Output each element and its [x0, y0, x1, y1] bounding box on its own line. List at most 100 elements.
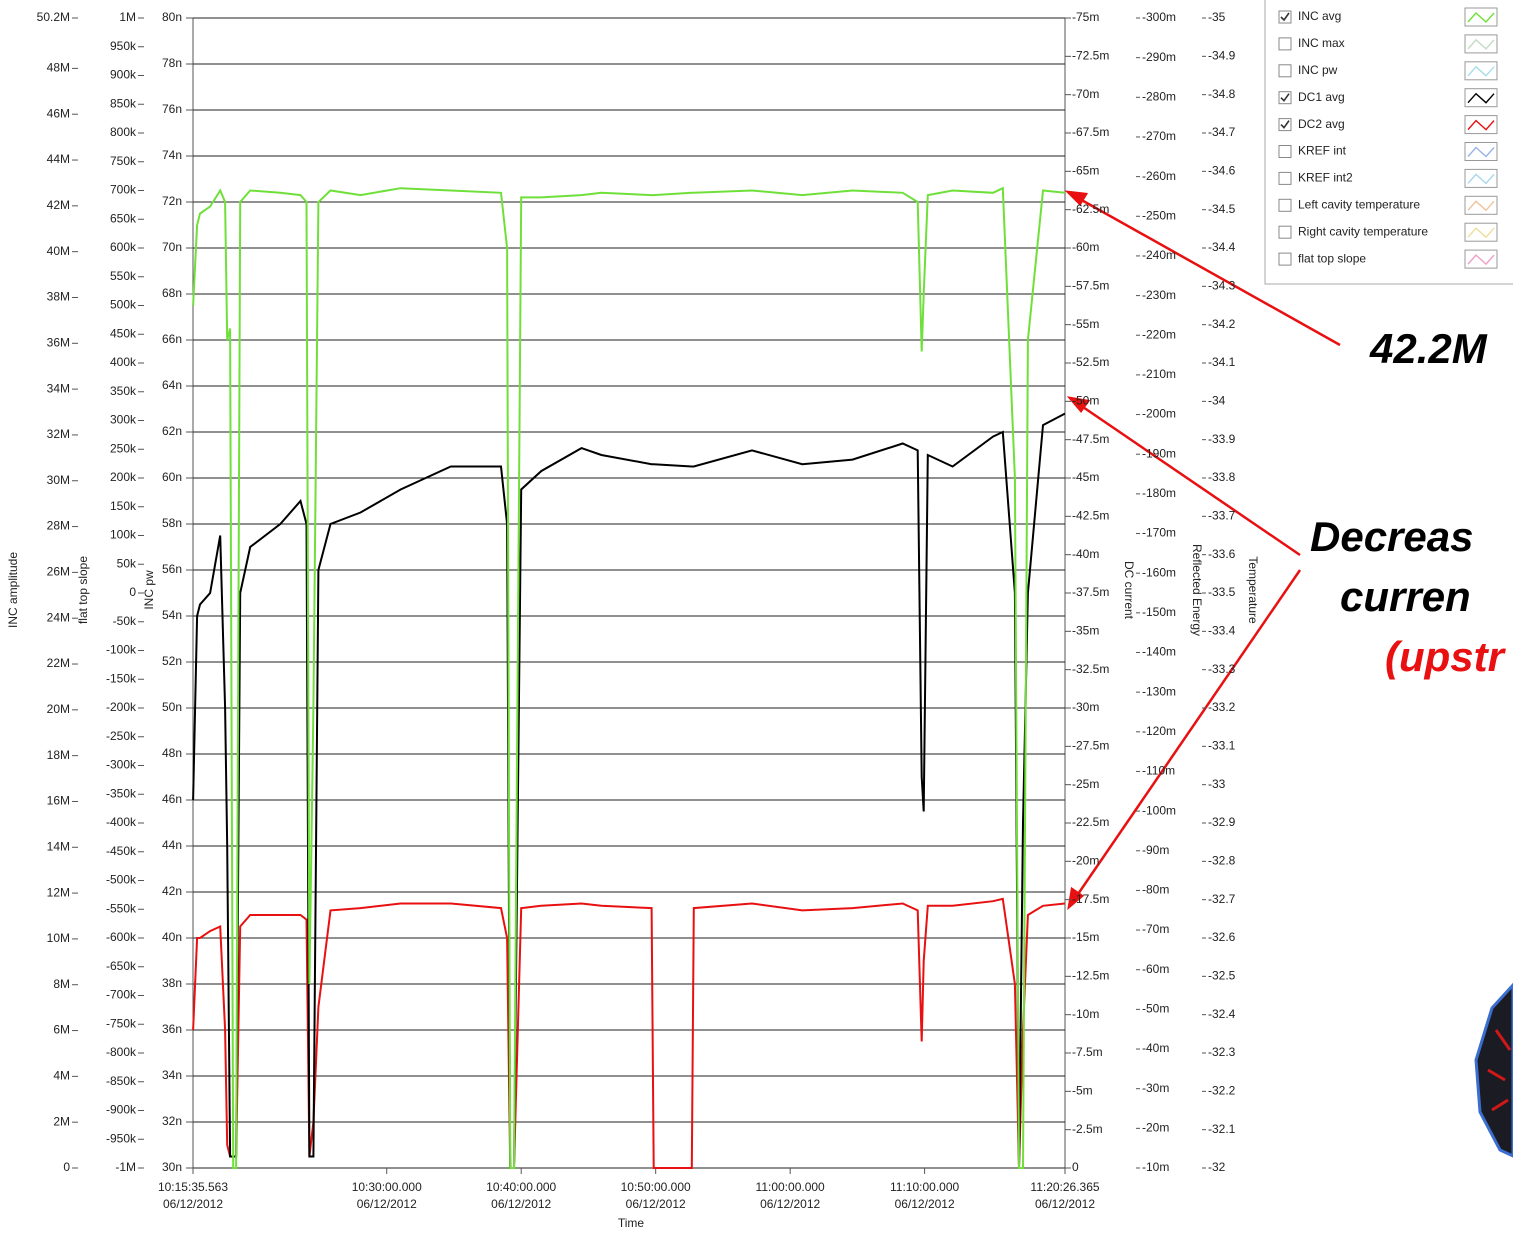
- y-tick-label: 46M: [47, 106, 70, 120]
- x-tick-label: 10:50:00.000: [621, 1180, 691, 1194]
- y-tick-label: -32.5m: [1072, 662, 1109, 676]
- y-tick-label: -170m: [1142, 526, 1176, 540]
- y-tick-label: -52.5m: [1072, 355, 1109, 369]
- y-tick-label: -34.1: [1208, 355, 1236, 369]
- y-axis-title: DC current: [1122, 561, 1136, 620]
- y-tick-label: -270m: [1142, 129, 1176, 143]
- y-tick-label: 48M: [47, 61, 70, 75]
- legend-checkbox[interactable]: [1279, 253, 1291, 265]
- y-tick-label: -240m: [1142, 248, 1176, 262]
- y-tick-label: 66n: [162, 332, 182, 346]
- y-tick-label: 0: [129, 585, 136, 599]
- y-tick-label: -34.3: [1208, 279, 1236, 293]
- y-tick-label: -67.5m: [1072, 125, 1109, 139]
- y-tick-label: 1M: [119, 10, 136, 24]
- legend-checkbox[interactable]: [1279, 65, 1291, 77]
- y-tick-label: -50k: [113, 614, 137, 628]
- y-tick-label: 56n: [162, 562, 182, 576]
- legend-checkbox[interactable]: [1279, 38, 1291, 50]
- y-tick-label: -37.5m: [1072, 585, 1109, 599]
- y-tick-label: 34M: [47, 381, 70, 395]
- y-tick-label: -200m: [1142, 407, 1176, 421]
- x-tick-label: 10:40:00.000: [486, 1180, 556, 1194]
- y-tick-label: -55m: [1072, 317, 1099, 331]
- x-tick-label: 06/12/2012: [491, 1197, 551, 1211]
- y-tick-label: -32.1: [1208, 1122, 1236, 1136]
- y-tick-label: -34.7: [1208, 125, 1236, 139]
- y-tick-label: -33.6: [1208, 547, 1236, 561]
- legend-checkbox[interactable]: [1279, 199, 1291, 211]
- y-tick-label: -27.5m: [1072, 739, 1109, 753]
- y-tick-label: -33.5: [1208, 585, 1236, 599]
- y-axis-title: INC pw: [142, 570, 156, 610]
- x-tick-label: 06/12/2012: [163, 1197, 223, 1211]
- y-tick-label: -190m: [1142, 446, 1176, 460]
- y-tick-label: -290m: [1142, 50, 1176, 64]
- y-tick-label: -32: [1208, 1160, 1226, 1174]
- x-tick-label: 11:10:00.000: [890, 1180, 960, 1194]
- y-tick-label: -1M: [115, 1160, 136, 1174]
- y-tick-label: -34.5: [1208, 202, 1236, 216]
- y-tick-label: 48n: [162, 746, 182, 760]
- y-tick-label: -32.6: [1208, 930, 1236, 944]
- y-tick-label: 34n: [162, 1068, 182, 1082]
- y-tick-label: -75m: [1072, 10, 1099, 24]
- y-tick-label: -34.6: [1208, 164, 1236, 178]
- x-tick-label: 11:00:00.000: [756, 1180, 826, 1194]
- y-tick-label: 36M: [47, 335, 70, 349]
- x-tick-label: 06/12/2012: [895, 1197, 955, 1211]
- y-tick-label: -30m: [1072, 700, 1099, 714]
- y-tick-label: 32M: [47, 427, 70, 441]
- y-tick-label: 150k: [110, 499, 137, 513]
- y-tick-label: -65m: [1072, 164, 1099, 178]
- y-tick-label: -10m: [1142, 1160, 1169, 1174]
- y-tick-label: 42M: [47, 198, 70, 212]
- y-tick-label: 6M: [53, 1023, 70, 1037]
- y-tick-label: -160m: [1142, 565, 1176, 579]
- y-tick-label: -300m: [1142, 10, 1176, 24]
- legend-checkbox[interactable]: [1279, 146, 1291, 158]
- legend-checkbox[interactable]: [1279, 11, 1291, 23]
- y-tick-label: -35: [1208, 10, 1226, 24]
- y-tick-label: -33.3: [1208, 662, 1236, 676]
- y-tick-label: -120m: [1142, 724, 1176, 738]
- legend-checkbox[interactable]: [1279, 92, 1291, 104]
- y-tick-label: 10M: [47, 931, 70, 945]
- chart: Time 02M4M6M8M10M12M14M16M18M20M22M24M26…: [0, 0, 1513, 1234]
- y-tick-label: -62.5m: [1072, 202, 1109, 216]
- y-tick-label: 30M: [47, 473, 70, 487]
- legend-label: KREF int2: [1298, 171, 1353, 185]
- y-tick-label: 26M: [47, 565, 70, 579]
- y-tick-label: -12.5m: [1072, 969, 1109, 983]
- y-tick-label: 28M: [47, 519, 70, 533]
- y-tick-label: 8M: [53, 977, 70, 991]
- y-tick-label: 22M: [47, 656, 70, 670]
- y-axis-title: flat top slope: [76, 556, 90, 624]
- y-tick-label: 20M: [47, 702, 70, 716]
- y-tick-label: -750k: [106, 1016, 137, 1030]
- y-tick-label: -22.5m: [1072, 815, 1109, 829]
- y-tick-label: 40n: [162, 930, 182, 944]
- y-tick-label: -34.8: [1208, 87, 1236, 101]
- y-tick-label: -50m: [1072, 394, 1099, 408]
- y-tick-label: 44n: [162, 838, 182, 852]
- annotation: curren: [1340, 573, 1471, 620]
- legend-label: INC max: [1298, 36, 1345, 50]
- y-tick-label: -800k: [106, 1045, 137, 1059]
- y-tick-label: -60m: [1072, 240, 1099, 254]
- legend-checkbox[interactable]: [1279, 226, 1291, 238]
- y-tick-label: -47.5m: [1072, 432, 1109, 446]
- y-tick-label: -34.4: [1208, 240, 1236, 254]
- y-axis-title: INC amplitude: [6, 552, 20, 628]
- y-tick-label: -32.7: [1208, 892, 1236, 906]
- y-tick-label: -150k: [106, 671, 137, 685]
- y-tick-label: -130m: [1142, 684, 1176, 698]
- y-tick-label: -57.5m: [1072, 279, 1109, 293]
- y-tick-label: 46n: [162, 792, 182, 806]
- y-tick-label: 950k: [110, 39, 137, 53]
- y-tick-label: -90m: [1142, 843, 1169, 857]
- legend-checkbox[interactable]: [1279, 119, 1291, 131]
- legend-checkbox[interactable]: [1279, 172, 1291, 184]
- y-tick-label: -450k: [106, 844, 137, 858]
- y-tick-label: -70m: [1142, 922, 1169, 936]
